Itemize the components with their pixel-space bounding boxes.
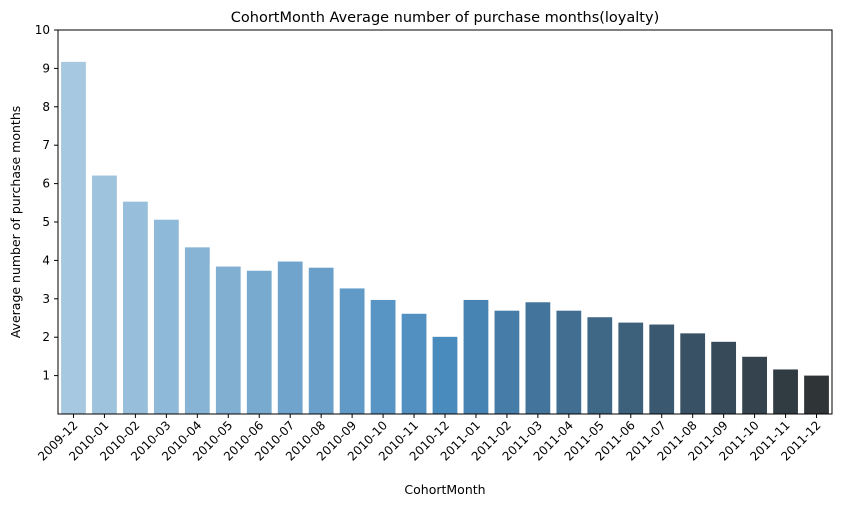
bar-2010-10 <box>370 299 396 414</box>
y-tick-label: 6 <box>42 177 50 191</box>
y-tick-label: 1 <box>42 369 50 383</box>
bar-2011-11 <box>773 369 798 414</box>
y-tick-label: 5 <box>42 215 50 229</box>
chart-title: CohortMonth Average number of purchase m… <box>231 10 659 26</box>
bar-2010-11 <box>401 313 427 414</box>
bar-2011-01 <box>463 299 489 414</box>
bar-2011-05 <box>587 317 613 414</box>
y-tick-label: 4 <box>42 253 50 267</box>
bar-2010-04 <box>184 247 210 414</box>
bar-2011-03 <box>525 302 551 414</box>
bar-2011-09 <box>711 341 737 414</box>
bars-group <box>61 61 829 415</box>
bar-2010-01 <box>92 175 117 414</box>
bar-2010-09 <box>339 288 365 414</box>
bar-2010-08 <box>308 267 334 414</box>
bar-2011-07 <box>649 324 675 414</box>
bar-2010-05 <box>215 266 241 414</box>
x-axis-label: CohortMonth <box>404 482 485 497</box>
y-tick-label: 8 <box>42 100 50 114</box>
bar-2009-12 <box>61 61 86 415</box>
y-axis: 1 2 3 4 5 6 7 8 9 10 <box>35 23 58 383</box>
y-tick-label: 7 <box>42 138 50 152</box>
bar-2010-07 <box>277 261 303 414</box>
bar-2010-12 <box>432 336 458 414</box>
y-tick-label: 10 <box>35 23 50 37</box>
bar-2011-08 <box>680 333 706 414</box>
y-tick-label: 2 <box>42 330 50 344</box>
bar-2010-02 <box>123 201 148 414</box>
bar-2011-04 <box>556 310 582 414</box>
bar-2010-03 <box>153 219 179 414</box>
y-tick-label: 9 <box>42 61 50 75</box>
bar-2010-06 <box>246 270 272 414</box>
x-axis: 2009-122010-012010-022010-032010-042010-… <box>35 414 824 464</box>
bar-2011-12 <box>804 375 829 414</box>
bar-2011-06 <box>618 322 644 414</box>
bar-2011-10 <box>742 356 767 414</box>
y-tick-label: 3 <box>42 292 50 306</box>
y-axis-label: Average number of purchase months <box>8 106 23 339</box>
bar-2011-02 <box>494 310 520 414</box>
